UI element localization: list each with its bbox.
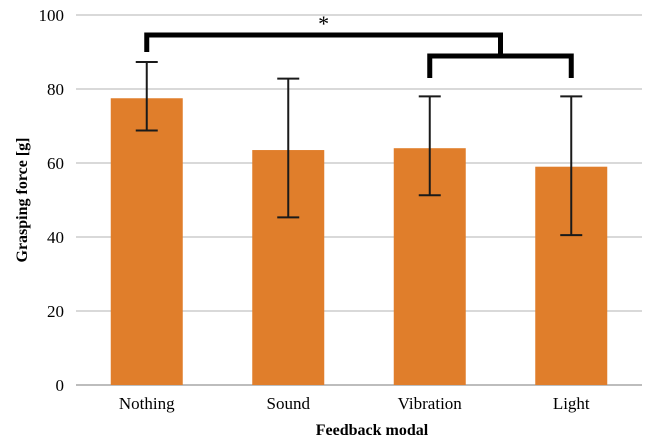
x-tick-label: Vibration <box>398 394 463 413</box>
y-tick-label: 40 <box>47 228 64 247</box>
x-tick-labels: Nothing Sound Vibration Light <box>119 394 590 413</box>
x-tick-label: Light <box>553 394 590 413</box>
bar-nothing <box>110 98 183 385</box>
significance-bracket-inner <box>427 53 574 78</box>
x-tick-label: Nothing <box>119 394 175 413</box>
y-tick-label: 100 <box>39 6 65 25</box>
y-tick-label: 0 <box>56 376 65 395</box>
y-tick-label: 60 <box>47 154 64 173</box>
significance-brackets: * <box>144 11 574 78</box>
y-axis-label: Grasping force [g] <box>14 137 31 262</box>
error-bars <box>135 60 583 237</box>
x-tick-label: Sound <box>267 394 311 413</box>
x-axis-label: Feedback modal <box>316 422 429 439</box>
y-tick-label: 80 <box>47 80 64 99</box>
bars <box>110 98 608 385</box>
significance-label: * <box>318 11 329 36</box>
y-tick-label: 20 <box>47 302 64 321</box>
significance-bracket-outer <box>144 32 503 56</box>
y-tick-labels: 0 20 40 60 80 100 <box>39 6 65 395</box>
